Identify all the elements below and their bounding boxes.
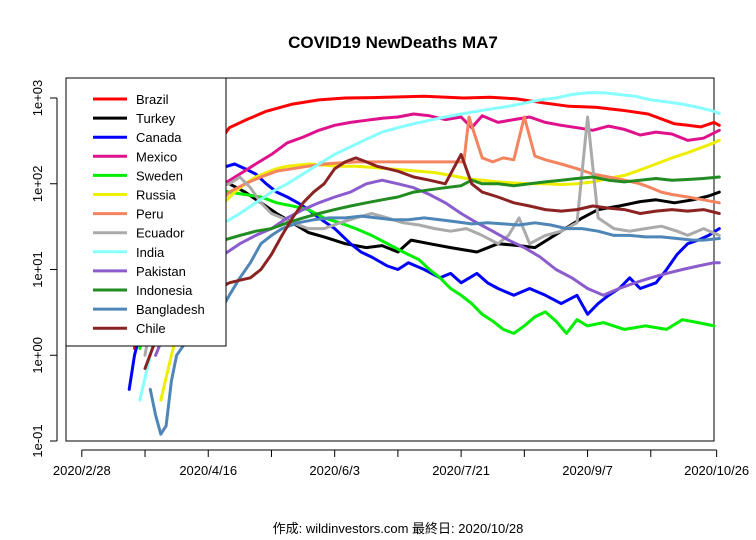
y-tick-label: 1e+00: [30, 337, 45, 374]
legend-label-bangladesh: Bangladesh: [136, 302, 205, 317]
series-line-india: [138, 91, 721, 402]
legend-label-india: India: [136, 245, 165, 260]
x-tick-label: 2020/10/26: [684, 463, 749, 478]
legend-label-sweden: Sweden: [136, 168, 183, 183]
y-tick-label: 1e-01: [30, 424, 45, 457]
x-tick-label: 2020/9/7: [562, 463, 613, 478]
y-tick-label: 1e+01: [30, 251, 45, 288]
legend-label-canada: Canada: [136, 130, 182, 145]
legend-label-turkey: Turkey: [136, 111, 176, 126]
y-axis: 1e-01 1e+00 1e+01 1e+02 1e+03: [30, 80, 58, 458]
x-tick-label: 2020/7/21: [432, 463, 490, 478]
series-line-pakistan: [154, 178, 721, 357]
legend-label-indonesia: Indonesia: [136, 283, 193, 298]
x-tick-label: 2020/2/28: [53, 463, 111, 478]
legend-label-russia: Russia: [136, 188, 177, 203]
chart-title: COVID19 NewDeaths MA7: [288, 33, 498, 52]
y-tick-label: 1e+03: [30, 80, 45, 117]
legend-box: [65, 77, 227, 347]
legend-label-brazil: Brazil: [136, 92, 169, 107]
legend-label-peru: Peru: [136, 207, 163, 222]
series-line-turkey: [143, 175, 721, 331]
legend: Brazil Turkey Canada Mexico Sweden Russia Peru…: [65, 77, 227, 347]
source-caption: 作成: wildinvestors.com 最終日: 2020/10/28: [273, 521, 524, 536]
legend-label-mexico: Mexico: [136, 149, 177, 164]
series-line-ecuador: [143, 115, 721, 357]
series-line-indonesia: [143, 175, 721, 342]
x-tick-label: 2020/6/3: [309, 463, 360, 478]
x-axis: 2020/2/28 2020/4/16 2020/6/3 2020/7/21 2020/…: [53, 449, 749, 478]
legend-label-pakistan: Pakistan: [136, 264, 186, 279]
series-line-russia: [159, 138, 721, 402]
x-tick-label: 2020/4/16: [179, 463, 237, 478]
legend-label-ecuador: Ecuador: [136, 226, 185, 241]
y-tick-label: 1e+02: [30, 166, 45, 203]
series-line-bangladesh: [148, 214, 721, 436]
legend-label-chile: Chile: [136, 321, 166, 336]
series-line-chile: [143, 152, 721, 370]
